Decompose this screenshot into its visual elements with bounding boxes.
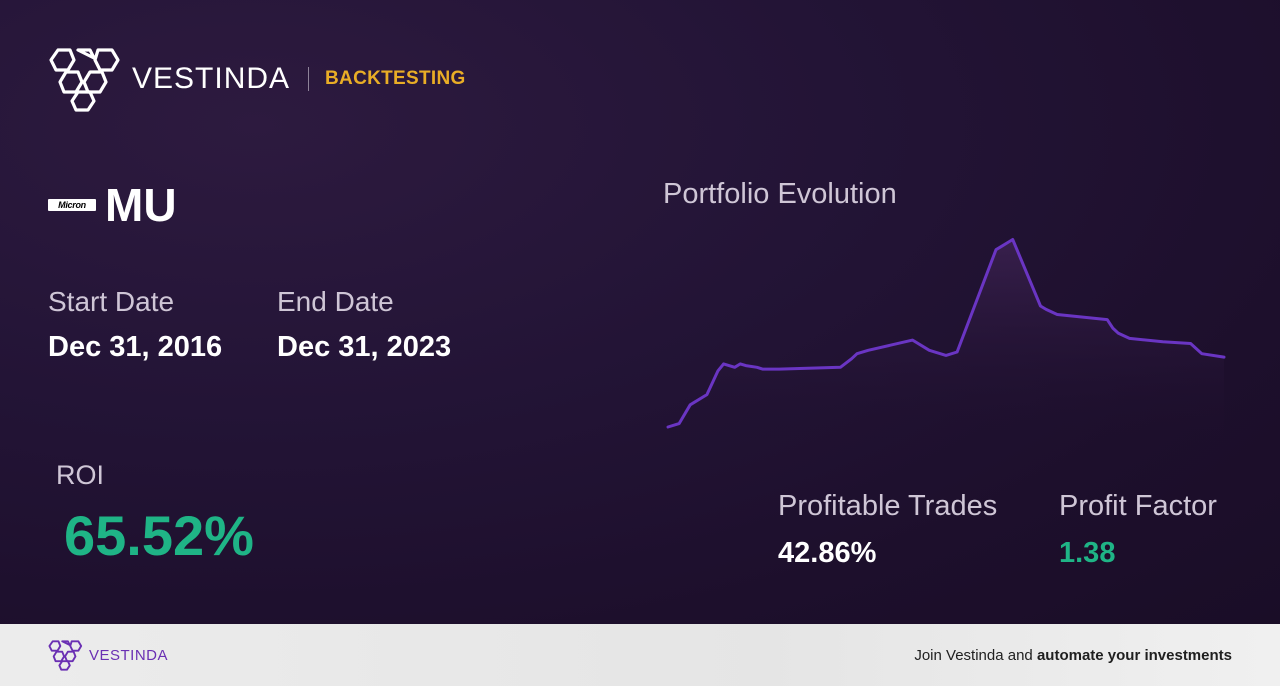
profitable-trades-label: Profitable Trades (778, 490, 998, 522)
roi-label: ROI (56, 460, 105, 490)
profit-factor-label: Profit Factor (1059, 490, 1217, 522)
footer-brand-name: VESTINDA (89, 646, 169, 664)
brand-tag: BACKTESTING (325, 68, 466, 89)
footer: VESTINDA Join Vestinda and automate your… (0, 624, 1280, 686)
brand-divider (308, 67, 310, 91)
ticker: Micron MU (48, 178, 177, 232)
end-date-label: End Date (277, 286, 394, 317)
chart-series-line (666, 238, 1226, 429)
portfolio-chart (666, 238, 1226, 445)
profitable-trades: Profitable Trades 42.86% (778, 490, 997, 570)
roi: ROI 65.52% (56, 460, 254, 568)
footer-cta[interactable]: Join Vestinda and automate your investme… (914, 647, 1232, 664)
profit-factor: Profit Factor 1.38 (1059, 490, 1217, 570)
hero-panel: VESTINDA BACKTESTING Micron MU Start Dat… (0, 0, 1280, 624)
header-brand[interactable]: VESTINDA BACKTESTING (48, 46, 466, 112)
start-date: Start Date Dec 31, 2016 (48, 286, 222, 364)
roi-value: 65.52% (64, 504, 254, 567)
start-date-value: Dec 31, 2016 (48, 331, 223, 363)
company-logo: Micron (48, 199, 96, 211)
end-date: End Date Dec 31, 2023 (277, 286, 451, 364)
company-logo-text: Micron (58, 200, 86, 210)
footer-brand[interactable]: VESTINDA (48, 639, 168, 671)
start-date-label: Start Date (48, 286, 175, 317)
footer-cta-prefix: Join Vestinda and (914, 646, 1037, 664)
vestinda-logo-icon (49, 48, 120, 112)
profitable-trades-value: 42.86% (778, 537, 877, 569)
brand-name: VESTINDA (132, 62, 291, 95)
footer-cta-bold: automate your investments (1036, 646, 1232, 664)
ticker-symbol: MU (105, 179, 177, 231)
chart-area-fill (668, 239, 1224, 445)
vestinda-logo-icon (48, 640, 83, 671)
end-date-value: Dec 31, 2023 (277, 331, 452, 363)
profit-factor-value: 1.38 (1059, 537, 1116, 569)
chart-title: Portfolio Evolution (663, 178, 897, 210)
